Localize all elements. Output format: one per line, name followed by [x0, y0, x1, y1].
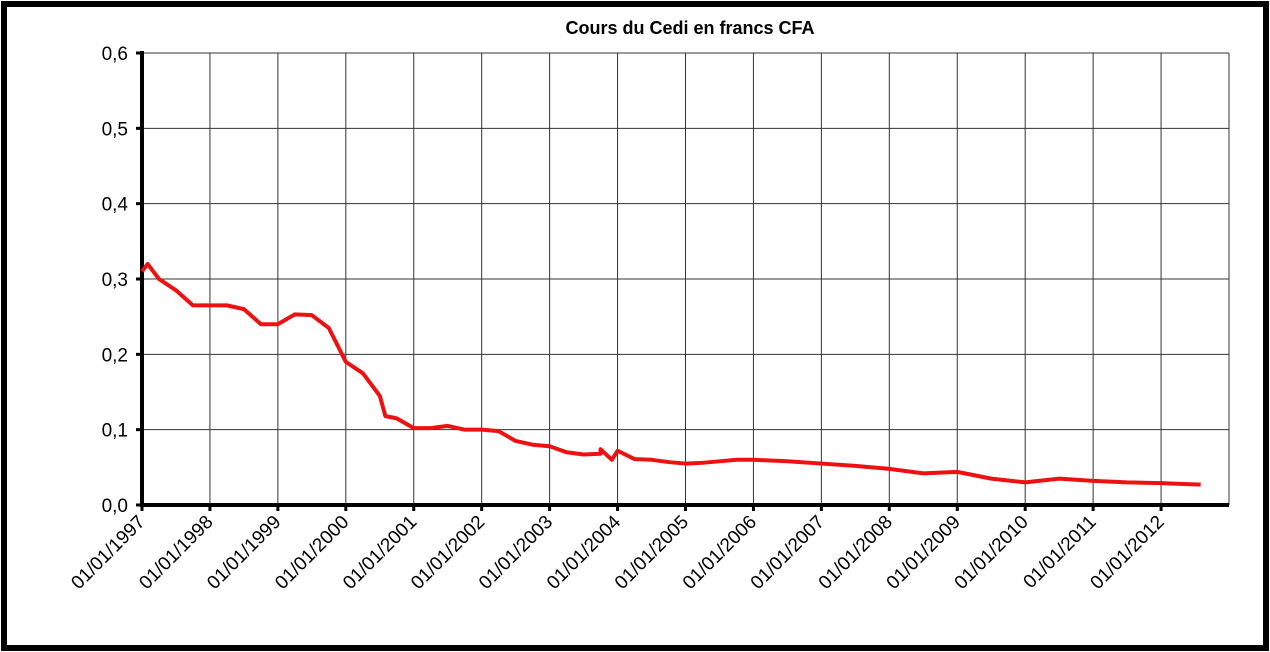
y-tick-label: 0,3: [102, 270, 128, 291]
y-tick-label: 0,6: [102, 44, 128, 65]
y-tick-label: 0,0: [102, 496, 128, 517]
data-line: [140, 261, 1201, 487]
chart-title: Cours du Cedi en francs CFA: [565, 18, 814, 38]
y-tick-label: 0,2: [102, 345, 128, 366]
y-tick-label: 0,5: [102, 119, 128, 140]
y-tick-label: 0,1: [102, 421, 128, 442]
y-tick-label: 0,4: [102, 195, 129, 216]
